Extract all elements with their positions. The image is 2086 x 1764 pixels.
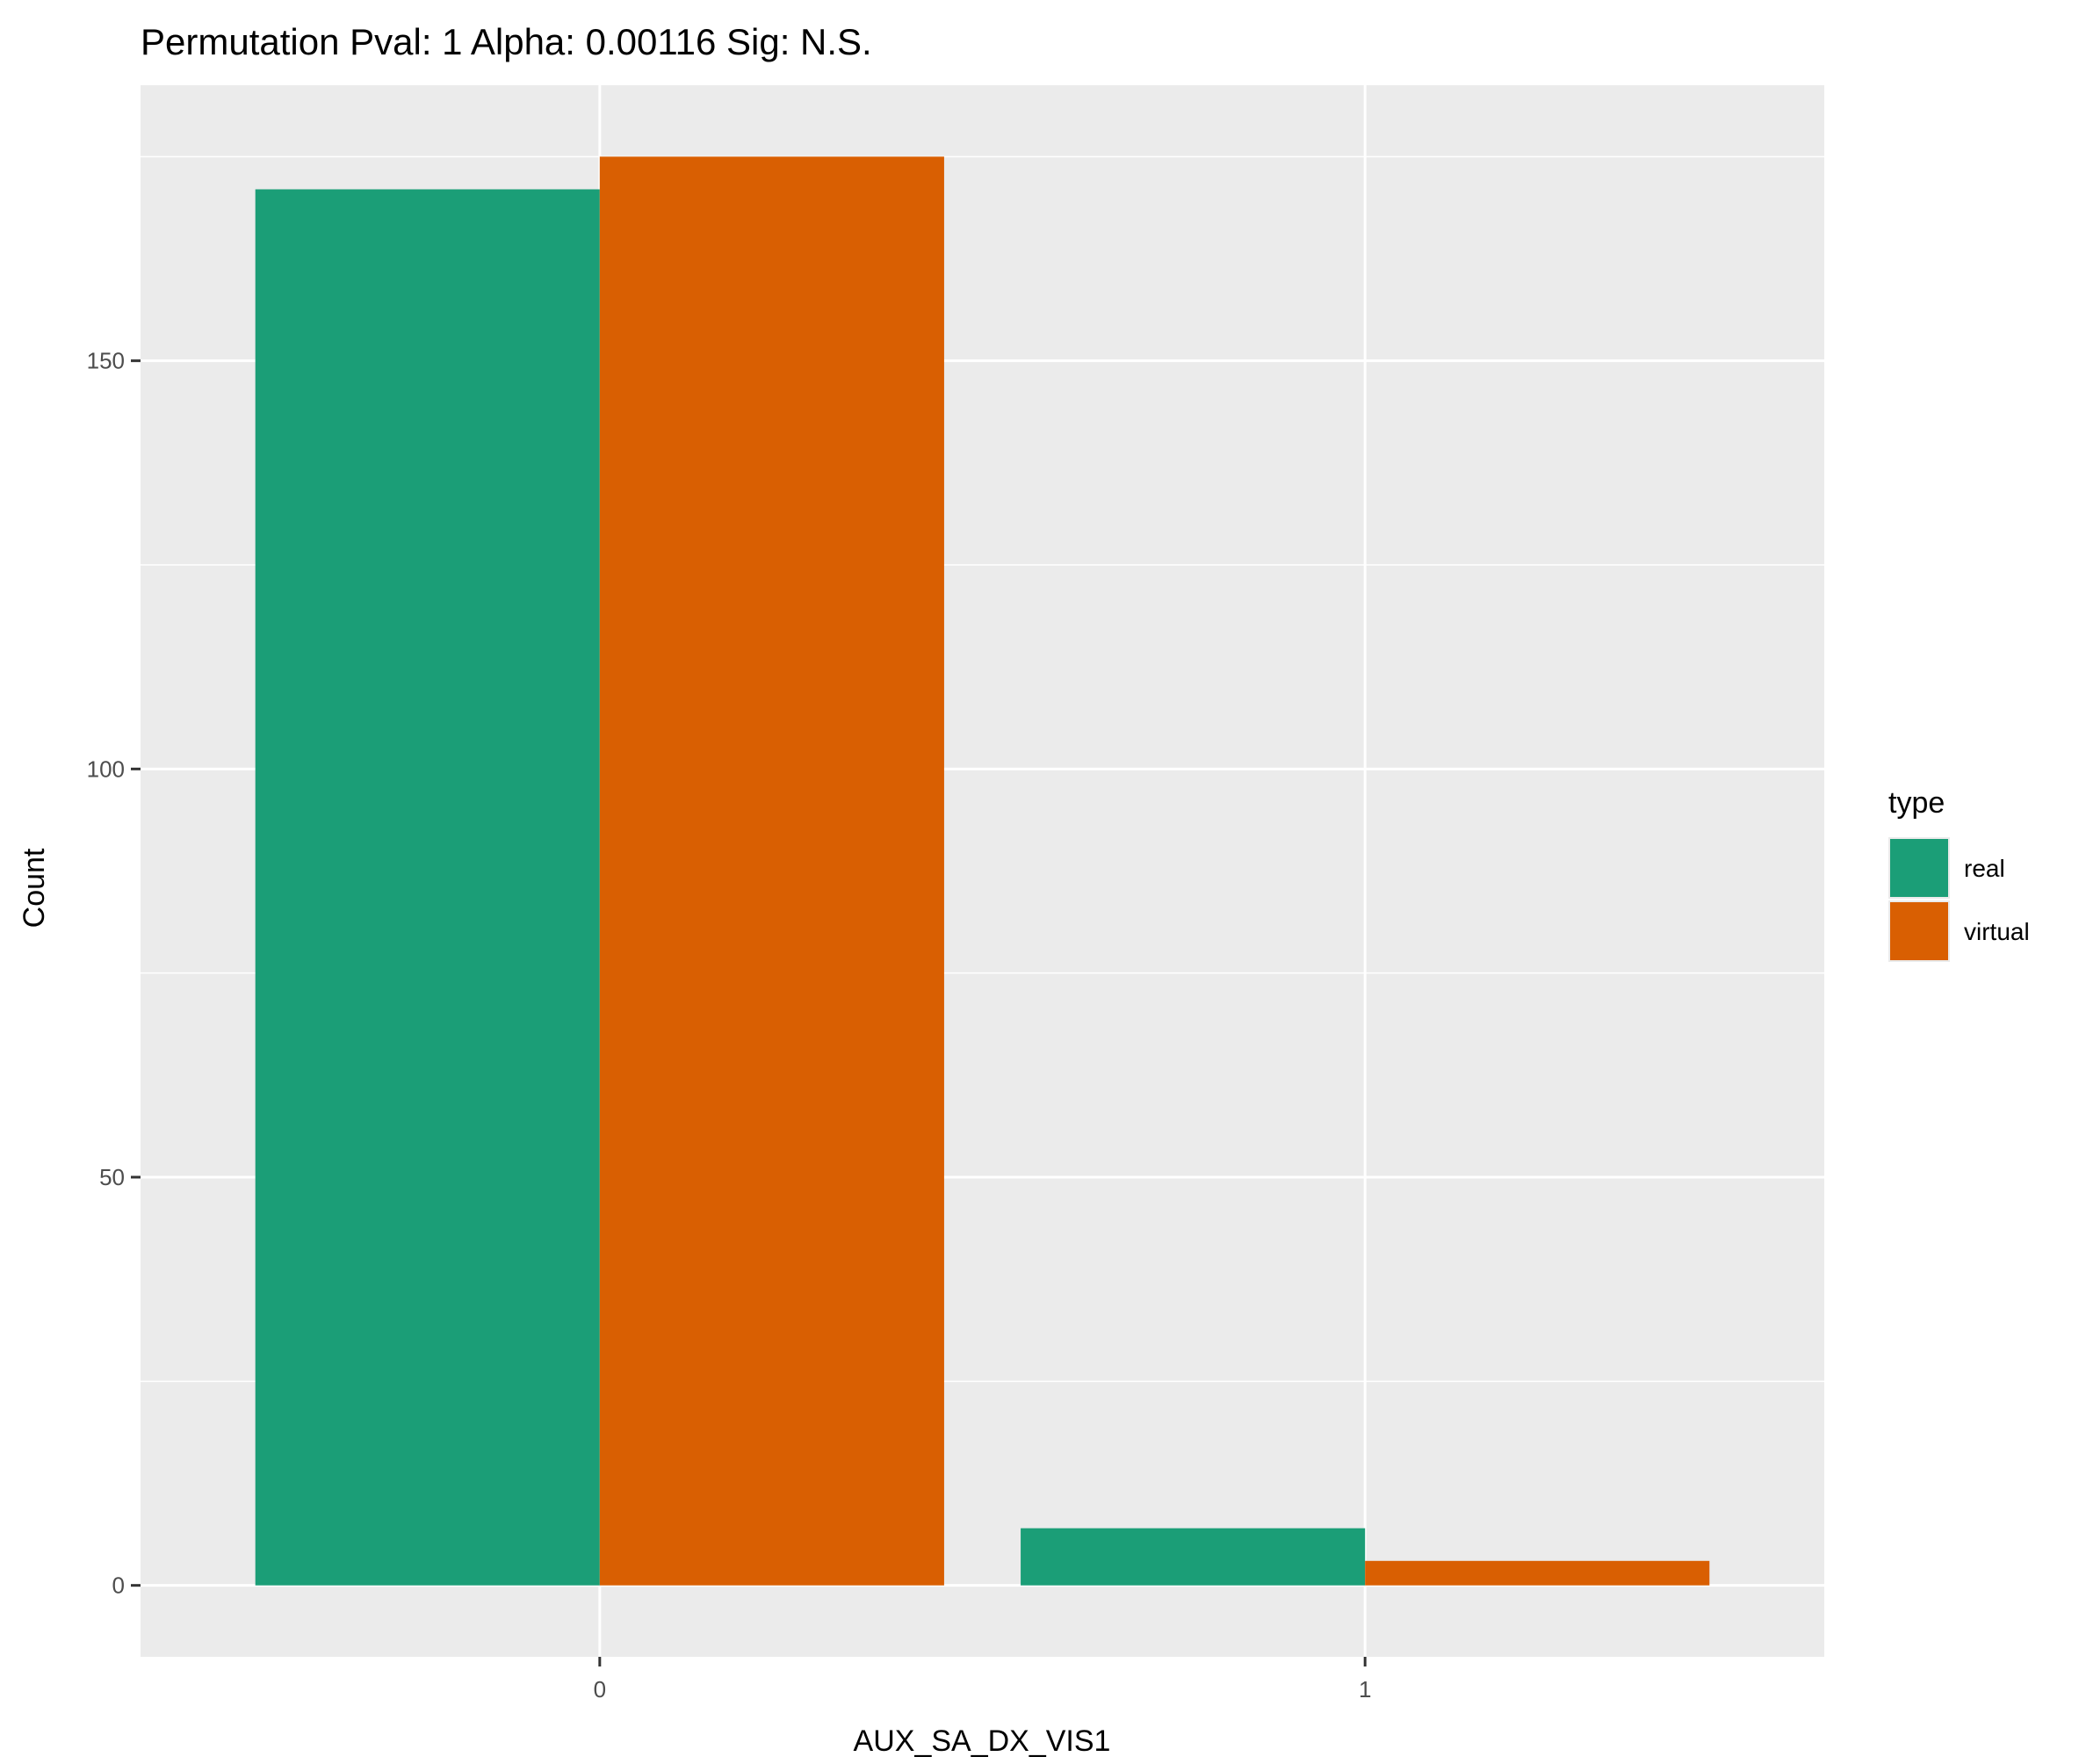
y-tick-label: 100: [87, 755, 125, 782]
legend-items: real virtual: [1888, 837, 2030, 962]
legend: type real virtual: [1888, 786, 2030, 962]
chart-title: Permutation Pval: 1 Alpha: 0.00116 Sig: …: [141, 21, 872, 62]
x-axis-title: AUX_SA_DX_VIS1: [854, 1724, 1111, 1758]
x-tick-label: 1: [1359, 1676, 1371, 1703]
y-tick-label: 0: [112, 1572, 125, 1599]
bar-virtual-0: [599, 156, 944, 1586]
y-axis-title: Count: [18, 848, 51, 928]
bar-real-0: [255, 189, 600, 1586]
legend-key-virtual: [1890, 902, 1948, 960]
bar-real-1: [1021, 1528, 1366, 1586]
legend-label-real: real: [1964, 855, 2005, 882]
bars: [255, 156, 1710, 1586]
y-tick-label: 150: [87, 348, 125, 374]
y-axis: 0 50 100 150: [87, 348, 141, 1599]
legend-key-real: [1890, 839, 1948, 897]
x-tick-label: 0: [594, 1676, 606, 1703]
bar-virtual-1: [1365, 1560, 1710, 1586]
legend-title: type: [1888, 786, 1945, 820]
legend-label-virtual: virtual: [1964, 918, 2030, 945]
y-tick-label: 50: [99, 1164, 125, 1190]
